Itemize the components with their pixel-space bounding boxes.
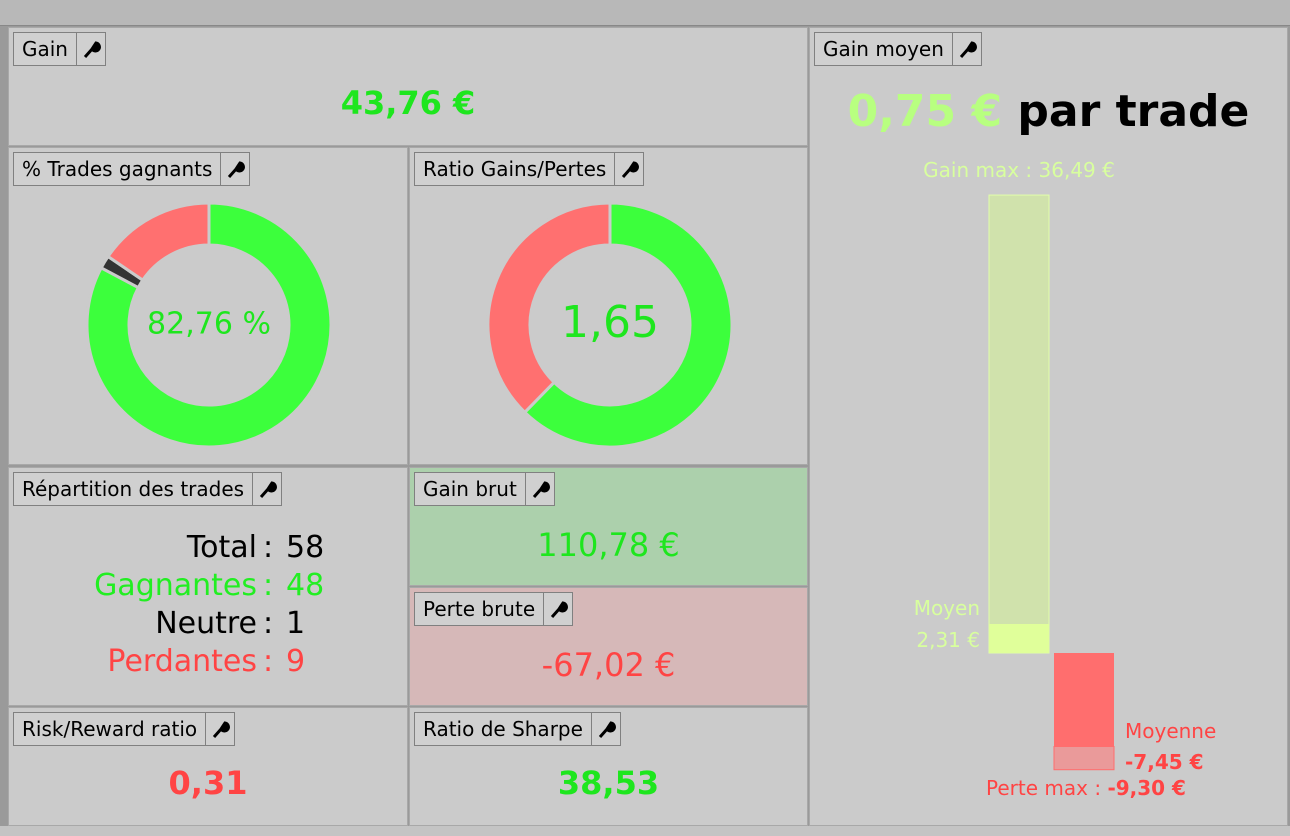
wrench-icon[interactable] xyxy=(614,153,643,185)
wrench-shape xyxy=(83,41,101,58)
panel: Ratio Gains/Pertes 1,65 xyxy=(409,147,808,465)
panel-title-text: % Trades gagnants xyxy=(22,157,213,181)
wrench-shape xyxy=(598,721,616,738)
panel-title-text: Ratio Gains/Pertes xyxy=(423,157,607,181)
panel-title: % Trades gagnants xyxy=(13,152,251,186)
gross-loss-value: -67,02 € xyxy=(541,646,676,684)
wrench-shape xyxy=(532,481,550,498)
row-label: Neutre xyxy=(155,606,257,641)
max-gain-label: Gain max : 36,49 € xyxy=(923,158,1115,182)
gain-value: 43,76 € xyxy=(340,84,476,122)
panel: Perte brute -67,02 € xyxy=(409,587,808,706)
donut-chart: 82,76 % xyxy=(85,201,333,449)
donut-segment xyxy=(105,201,211,283)
max-gain-bar xyxy=(988,194,1050,654)
row-value: 1 xyxy=(286,606,306,641)
panel: % Trades gagnants 82,76 % xyxy=(8,147,408,465)
row-label: Perdantes xyxy=(107,644,257,679)
panel-title: Gain moyen xyxy=(814,32,982,66)
panel: Gain moyen 0,75 € par trade Gain max : 36,… xyxy=(809,27,1288,826)
panel: Risk/Reward ratio 0,31 xyxy=(8,707,408,826)
bottom-strip xyxy=(0,826,1290,836)
avg-loss-bar xyxy=(1054,653,1114,747)
wrench-icon[interactable] xyxy=(590,713,620,745)
panel-title: Ratio de Sharpe xyxy=(414,712,621,746)
label-part: Gain max : xyxy=(923,158,1032,182)
label-part: 36,49 € xyxy=(1039,158,1115,182)
donut-center-label: 1,65 xyxy=(561,297,659,348)
donut-center-label: 82,76 % xyxy=(147,307,271,342)
panel: Ratio de Sharpe 38,53 xyxy=(409,707,808,826)
row-separator: : xyxy=(263,644,274,679)
panel-title-text: Gain moyen xyxy=(823,37,944,61)
row-value: 58 xyxy=(286,530,325,565)
donut-chart: 1,65 xyxy=(486,201,734,449)
label-part: -7,45 € xyxy=(1125,750,1204,774)
panel: Répartition des trades Total:58 Gagnantes:… xyxy=(8,467,408,706)
panel-title-text: Gain brut xyxy=(423,477,517,501)
label-part: Moyenne xyxy=(1125,719,1216,743)
avg-win-label: 2,31 € xyxy=(916,628,980,652)
row-separator: : xyxy=(263,568,274,603)
risk-reward-value: 0,31 xyxy=(168,764,248,802)
avg-win-caption: Moyen xyxy=(914,596,980,620)
avg-gain-value: 0,75 € xyxy=(847,86,1003,137)
label-part: Perte max : xyxy=(986,776,1101,800)
max-loss-bar xyxy=(1053,745,1115,771)
panel-title-text: Risk/Reward ratio xyxy=(22,717,198,741)
panel-title-text: Ratio de Sharpe xyxy=(423,717,583,741)
donut-segment xyxy=(85,201,333,449)
panel-title: Gain brut xyxy=(414,472,555,506)
wrench-icon[interactable] xyxy=(76,33,105,65)
panel-title-text: Perte brute xyxy=(423,597,536,621)
panel-title-text: Répartition des trades xyxy=(22,477,245,501)
avg-loss-caption: Moyenne xyxy=(1125,719,1216,743)
avg-win-bar xyxy=(989,624,1049,653)
panel: Gain brut 110,78 € xyxy=(409,467,808,586)
wrench-icon[interactable] xyxy=(543,593,572,625)
panel-title: Perte brute xyxy=(414,592,574,626)
row-value: 9 xyxy=(286,644,306,679)
wrench-icon[interactable] xyxy=(220,153,249,185)
wrench-shape xyxy=(551,601,568,618)
wrench-icon[interactable] xyxy=(524,473,554,505)
sharpe-value: 38,53 xyxy=(557,764,660,802)
label-part: -9,30 € xyxy=(1107,776,1186,800)
row-label: Total xyxy=(186,530,257,565)
wrench-shape xyxy=(228,161,246,178)
max-loss-label: Perte max : -9,30 € xyxy=(986,776,1186,800)
wrench-shape xyxy=(213,721,231,738)
gross-gain-value: 110,78 € xyxy=(537,526,680,564)
label-part: Moyen xyxy=(914,596,980,620)
wrench-shape xyxy=(622,161,640,178)
panel-title: Répartition des trades xyxy=(13,472,283,506)
wrench-shape xyxy=(259,481,277,498)
panel-title: Ratio Gains/Pertes xyxy=(414,152,645,186)
top-strip xyxy=(0,0,1290,26)
row-separator: : xyxy=(263,530,274,565)
panel: Gain 43,76 € xyxy=(8,27,808,146)
wrench-shape xyxy=(959,41,977,58)
wrench-icon[interactable] xyxy=(252,473,281,505)
bar-chart: Gain max : 36,49 € Moyen 2,31 € Moyenne -7,4… xyxy=(914,158,1217,800)
donut-segment xyxy=(486,201,612,415)
headline: 0,75 € par trade xyxy=(810,86,1287,137)
wrench-icon[interactable] xyxy=(205,713,234,745)
avg-gain-suffix: par trade xyxy=(1017,86,1250,137)
row-separator: : xyxy=(263,606,274,641)
row-label: Gagnantes xyxy=(94,568,257,603)
label-part: 2,31 € xyxy=(916,628,980,652)
panel-title: Risk/Reward ratio xyxy=(13,712,236,746)
avg-loss-label: -7,45 € xyxy=(1125,750,1204,774)
donut-segment xyxy=(522,201,734,449)
wrench-icon[interactable] xyxy=(951,33,981,65)
panel-title: Gain xyxy=(13,32,106,66)
row-value: 48 xyxy=(286,568,325,603)
panel-title-text: Gain xyxy=(22,37,68,61)
